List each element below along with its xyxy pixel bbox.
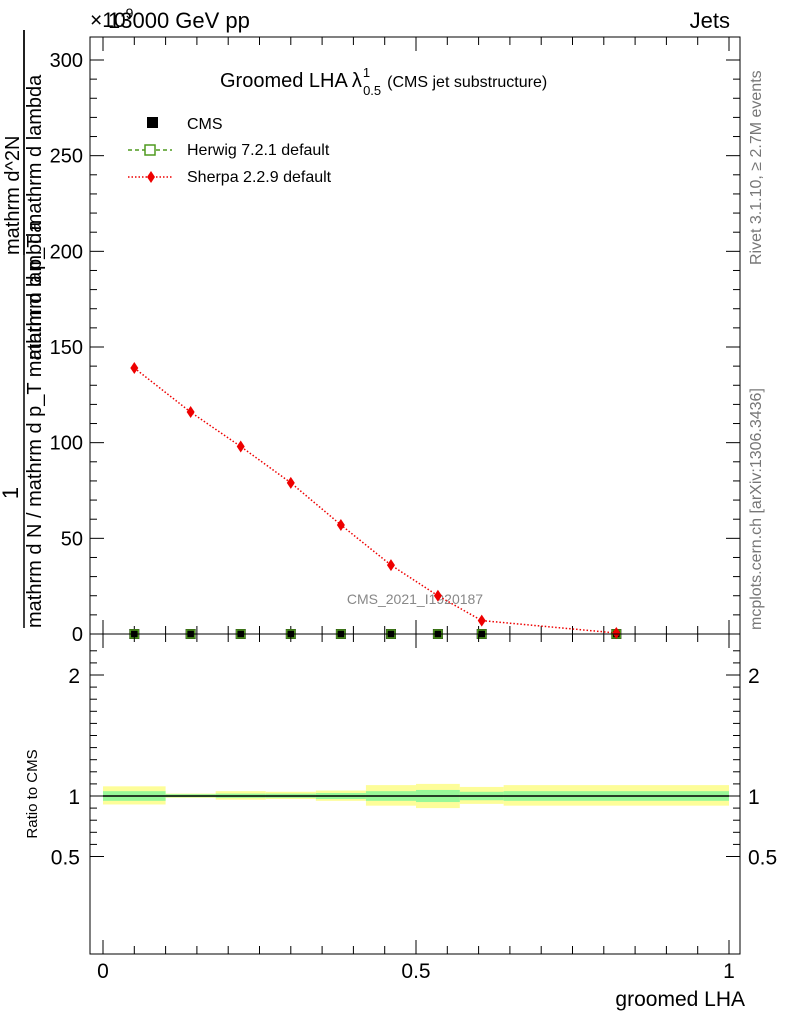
ratio-xtick-label: 0 — [97, 960, 109, 983]
ratio-xtick-label: 0.5 — [401, 960, 430, 983]
main-y-axis: 0 50 100 150 200 250 300 — [50, 50, 740, 646]
sherpa-point — [336, 518, 345, 531]
legend-sherpa-label: Sherpa 2.2.9 default — [187, 169, 332, 186]
sherpa-point — [130, 362, 139, 375]
xlabel: groomed LHA — [615, 988, 745, 1011]
ratio-bands — [103, 783, 729, 809]
main-ylabel: 1 mathrm d N / mathrm d p_T mathrm d lam… — [0, 30, 46, 628]
ratio-ytick-label: 1 — [68, 786, 80, 809]
sherpa-point — [477, 614, 486, 627]
mcplots-label: mcplots.cern.ch [arXiv:1306.3436] — [748, 388, 765, 630]
sherpa-point — [186, 406, 195, 419]
sherpa-point — [386, 559, 395, 572]
sherpa-point — [433, 589, 442, 602]
rivet-label: Rivet 3.1.10, ≥ 2.7M events — [748, 70, 765, 265]
main-ytick-label: 50 — [61, 528, 83, 550]
header-right: Jets — [690, 8, 730, 33]
ratio-ytick-label-right: 2 — [748, 665, 760, 688]
sherpa-point — [612, 627, 621, 640]
legend-herwig-label: Herwig 7.2.1 default — [187, 142, 330, 159]
ratio-ytick-label: 2 — [68, 665, 80, 688]
legend: CMS Herwig 7.2.1 default Sherpa 2.2.9 de… — [128, 116, 332, 186]
ratio-y-axis: 0.5 0.5 1 1 2 2 — [51, 650, 777, 870]
analysis-watermark: CMS_2021_I1920187 — [347, 591, 483, 607]
sherpa-point — [286, 476, 295, 489]
main-ytick-label: 150 — [50, 337, 83, 359]
ratio-ytick-label-right: 0.5 — [748, 847, 777, 870]
ratio-x-axis: 0 0.5 1 — [97, 634, 735, 983]
main-title: Groomed LHA λ1 0.5 (CMS jet substructure) — [220, 65, 547, 98]
ylabel-den1: mathrm d N / mathrm d p_T mathrm d lambd… — [24, 221, 46, 628]
ratio-xtick-label: 1 — [723, 960, 735, 983]
ylabel-den2: mathrm d p_T mathrm d lambda — [24, 74, 46, 360]
main-ytick-label: 0 — [72, 624, 83, 646]
main-ytick-label: 200 — [50, 241, 83, 263]
legend-sherpa-marker — [147, 171, 155, 183]
ylabel-num1: 1 — [0, 487, 23, 499]
sherpa-point — [236, 440, 245, 453]
main-x-axis — [102, 37, 730, 634]
ratio-ytick-label-right: 1 — [748, 786, 760, 809]
main-ytick-label: 300 — [50, 50, 83, 72]
ratio-ytick-label: 0.5 — [51, 847, 80, 870]
legend-herwig-marker — [144, 144, 156, 156]
ratio-frame — [89, 633, 741, 955]
main-ytick-label: 250 — [50, 146, 83, 168]
exponent-label: ×109 — [90, 5, 134, 32]
header-left: 13000 GeV pp — [108, 8, 250, 33]
legend-cms-marker — [147, 117, 158, 128]
ylabel-num2: mathrm d^2N — [2, 136, 24, 255]
legend-cms-label: CMS — [187, 116, 223, 133]
main-ytick-label: 100 — [50, 433, 83, 455]
ratio-ylabel: Ratio to CMS — [24, 749, 41, 838]
